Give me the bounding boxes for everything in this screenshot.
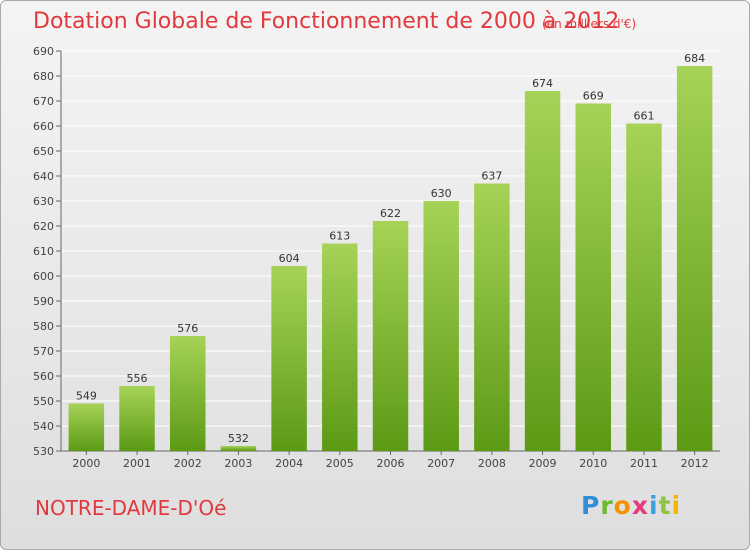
x-tick-label: 2000 [72,457,100,470]
x-tick-label: 2010 [579,457,607,470]
bar [524,91,561,451]
bar [676,66,713,451]
data-label: 684 [684,52,705,65]
data-label: 604 [279,252,300,265]
y-tick-label: 550 [33,395,54,408]
y-tick-label: 560 [33,370,54,383]
data-label: 637 [481,170,502,183]
x-tick-label: 2012 [681,457,709,470]
y-tick-label: 640 [33,170,54,183]
proxiti-logo: Proxiti [581,491,682,520]
y-tick-label: 540 [33,420,54,433]
y-tick-label: 600 [33,270,54,283]
y-tick-label: 570 [33,345,54,358]
x-tick-label: 2011 [630,457,658,470]
bar [575,103,612,451]
bar [220,446,257,451]
data-label: 622 [380,207,401,220]
x-tick-label: 2004 [275,457,303,470]
y-tick-label: 590 [33,295,54,308]
data-label: 549 [76,390,97,403]
y-tick-label: 650 [33,145,54,158]
data-label: 576 [177,322,198,335]
y-tick-label: 680 [33,70,54,83]
x-tick-label: 2002 [174,457,202,470]
commune-name: NOTRE-DAME-D'Oé [35,496,227,520]
y-tick-label: 660 [33,120,54,133]
x-tick-label: 2001 [123,457,151,470]
data-label: 661 [633,110,654,123]
data-label: 669 [583,90,604,103]
data-label: 613 [329,230,350,243]
y-tick-label: 620 [33,220,54,233]
data-label: 674 [532,77,553,90]
data-label: 630 [431,187,452,200]
data-label: 556 [127,372,148,385]
x-tick-label: 2003 [224,457,252,470]
bar [372,221,409,451]
bar [322,243,358,451]
y-tick-label: 630 [33,195,54,208]
bar [119,386,155,451]
bar [626,123,662,451]
x-tick-label: 2005 [326,457,354,470]
bar [474,183,510,451]
bar [169,336,206,451]
x-tick-label: 2007 [427,457,455,470]
y-tick-label: 530 [33,445,54,458]
data-label: 532 [228,432,249,445]
chart-title: Dotation Globale de Fonctionnement de 20… [33,9,620,34]
x-tick-label: 2008 [478,457,506,470]
bar [68,403,105,451]
y-tick-label: 580 [33,320,54,333]
x-tick-label: 2009 [529,457,557,470]
y-tick-label: 670 [33,95,54,108]
bar [271,266,307,451]
chart-units: (en milliers d'€) [542,17,637,31]
y-tick-label: 690 [33,45,54,58]
y-tick-label: 610 [33,245,54,258]
x-tick-label: 2006 [377,457,405,470]
bar [423,201,459,451]
